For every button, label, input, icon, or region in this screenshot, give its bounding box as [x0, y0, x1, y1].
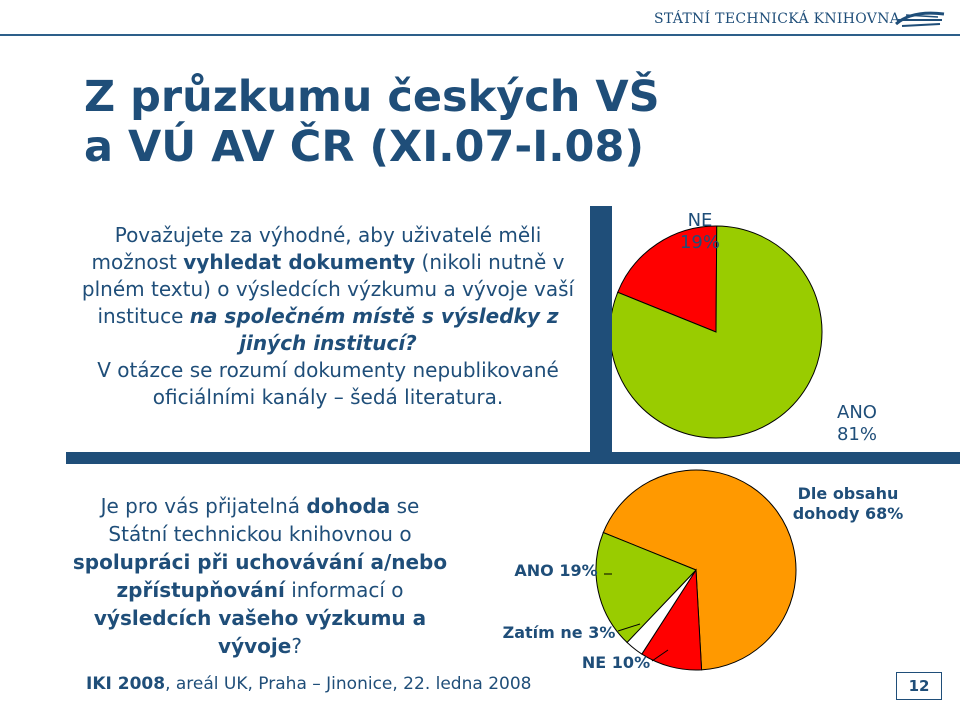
footer-event: IKI 2008 [86, 674, 166, 694]
title-line-1: Z průzkumu českých VŠ [84, 72, 660, 122]
question-2-bold: výsledcích vašeho výzkumu a vývoje [93, 606, 427, 658]
question-2-part: informací o [284, 578, 404, 602]
pie-1-ano-text: ANO [837, 402, 877, 423]
question-2-part: Je pro vás přijatelná [100, 494, 307, 518]
pie-2-ne-text: NE 10% [581, 653, 651, 672]
title-line-2: a VÚ AV ČR (XI.07-I.08) [84, 122, 645, 172]
pie-2-zatim-text: Zatím ne 3% [502, 623, 616, 642]
pie-2-slice-ano [595, 531, 697, 644]
pie-2-label-ne: NE 10% [574, 652, 658, 674]
pie-chart-1 [612, 225, 823, 439]
footer: IKI 2008, areál UK, Praha – Jinonice, 22… [86, 674, 531, 694]
pie-1-ne-value: 19% [679, 232, 720, 253]
pie-1-slice-ano [612, 225, 823, 439]
library-logo-icon [895, 11, 945, 27]
question-1-part: Považujete za výhodné, aby uživatelé měl… [91, 223, 542, 274]
page-number: 12 [896, 672, 942, 700]
question-2-bold: spolupráci při uchovávání a/nebo zpřístu… [72, 550, 448, 602]
footer-details: , areál UK, Praha – Jinonice, 22. ledna … [165, 674, 532, 694]
library-name: STÁTNÍ TECHNICKÁ KNIHOVNA [654, 11, 901, 27]
question-1-part: (nikoli nutně v plném textu) o výsledcíc… [81, 250, 575, 328]
pie-1-label-ne: NE 19% [670, 210, 730, 254]
pie-2-label-ano: ANO 19% [506, 560, 606, 582]
question-2-text: Je pro vás přijatelná dohoda se Státní t… [70, 492, 450, 660]
pie-2-dle-text: Dle obsahu [797, 484, 899, 503]
header-band: STÁTNÍ TECHNICKÁ KNIHOVNA [0, 0, 960, 36]
title-area [66, 42, 960, 206]
question-1-text: Považujete za výhodné, aby uživatelé měl… [78, 222, 578, 411]
question-2-bold: dohoda [306, 494, 391, 518]
page-title: Z průzkumu českých VŠ a VÚ AV ČR (XI.07-… [84, 72, 660, 172]
question-1-bold: na společném místě s výsledky z jiných i… [189, 304, 559, 355]
pie-2-label-zatim: Zatím ne 3% [494, 622, 624, 644]
question-1-bold: vyhledat dokumenty [183, 250, 416, 274]
question-2-part: se Státní technickou knihovnou o [108, 494, 420, 546]
pie-1-slice-ne [617, 225, 718, 333]
question-2-box [62, 464, 960, 716]
pie-1-ne-text: NE [687, 210, 713, 231]
pie-1-label-ano: ANO 81% [824, 402, 890, 446]
pie-1-ano-value: 81% [836, 424, 877, 445]
pie-2-label-dle: Dle obsahu dohody 68% [776, 484, 920, 524]
pie-2-slice-dle-obsahu-dohody [602, 469, 797, 671]
pie-2-ano-text: ANO 19% [514, 561, 598, 580]
pie-2-dle-value: dohody 68% [792, 504, 904, 523]
question-2-part: ? [291, 634, 302, 658]
question-1-box [66, 206, 590, 452]
pie-chart-2 [595, 469, 797, 671]
question-1-note: V otázce se rozumí dokumenty nepublikova… [97, 358, 559, 409]
